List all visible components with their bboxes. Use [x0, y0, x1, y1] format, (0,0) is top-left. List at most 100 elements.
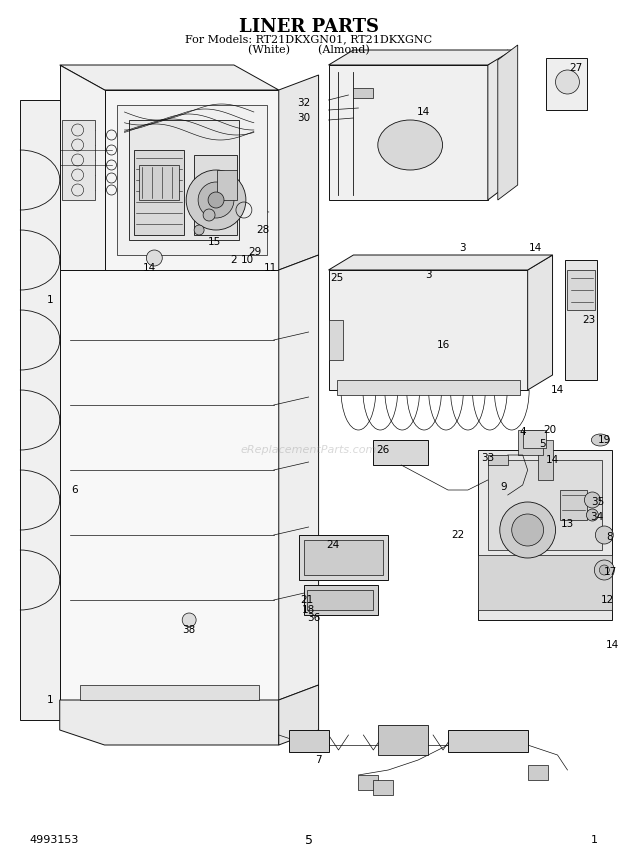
Text: (White)        (Almond): (White) (Almond) — [248, 45, 370, 56]
Circle shape — [500, 502, 556, 558]
Circle shape — [587, 509, 598, 521]
Text: 11: 11 — [264, 263, 277, 273]
Polygon shape — [478, 555, 613, 610]
Text: 10: 10 — [241, 255, 254, 265]
Polygon shape — [538, 440, 552, 480]
Polygon shape — [329, 50, 513, 65]
Circle shape — [208, 192, 224, 208]
Polygon shape — [279, 75, 319, 270]
Text: 34: 34 — [590, 512, 603, 522]
Circle shape — [595, 560, 614, 580]
Polygon shape — [358, 775, 378, 790]
Polygon shape — [60, 65, 279, 90]
Polygon shape — [329, 65, 488, 200]
Polygon shape — [289, 730, 329, 752]
Polygon shape — [299, 535, 388, 580]
Polygon shape — [20, 100, 60, 720]
Polygon shape — [488, 460, 602, 550]
Polygon shape — [488, 50, 508, 200]
Text: 27: 27 — [569, 63, 582, 73]
Circle shape — [600, 565, 609, 575]
Circle shape — [556, 70, 580, 94]
Polygon shape — [373, 780, 393, 795]
Text: 14: 14 — [546, 455, 559, 465]
Text: 13: 13 — [561, 519, 574, 529]
Text: LINER PARTS: LINER PARTS — [239, 18, 379, 36]
Text: 5: 5 — [304, 834, 312, 847]
Text: 25: 25 — [330, 273, 343, 283]
Polygon shape — [105, 90, 279, 270]
Polygon shape — [329, 320, 343, 360]
Text: 6: 6 — [71, 485, 78, 495]
Polygon shape — [304, 585, 378, 615]
Polygon shape — [60, 700, 279, 745]
Text: 38: 38 — [182, 625, 196, 635]
Text: 8: 8 — [606, 532, 613, 542]
Text: For Models: RT21DKXGN01, RT21DKXGNC: For Models: RT21DKXGN01, RT21DKXGNC — [185, 34, 432, 44]
Text: 26: 26 — [377, 445, 390, 455]
Text: 22: 22 — [451, 530, 464, 540]
Polygon shape — [60, 270, 279, 700]
Polygon shape — [60, 65, 105, 270]
Text: 23: 23 — [583, 315, 596, 325]
Polygon shape — [135, 150, 184, 235]
Text: 2: 2 — [231, 255, 237, 265]
Circle shape — [186, 170, 246, 230]
Polygon shape — [79, 685, 259, 700]
Text: 3: 3 — [459, 243, 466, 253]
Text: 32: 32 — [297, 98, 310, 108]
Polygon shape — [559, 490, 587, 520]
Text: 14: 14 — [551, 385, 564, 395]
Polygon shape — [373, 440, 428, 465]
Text: 30: 30 — [297, 113, 310, 123]
Text: 14: 14 — [606, 640, 619, 650]
Ellipse shape — [378, 120, 443, 170]
Polygon shape — [498, 45, 518, 200]
Polygon shape — [448, 730, 528, 752]
Text: 12: 12 — [601, 595, 614, 605]
Circle shape — [182, 613, 196, 627]
Text: 3: 3 — [425, 270, 432, 280]
Polygon shape — [279, 255, 319, 700]
Circle shape — [203, 209, 215, 221]
Text: 28: 28 — [256, 225, 270, 235]
Polygon shape — [329, 255, 552, 270]
Polygon shape — [307, 590, 373, 610]
Text: eReplacementParts.com: eReplacementParts.com — [241, 445, 377, 455]
Circle shape — [146, 250, 162, 266]
Circle shape — [512, 514, 544, 546]
Text: 33: 33 — [481, 453, 495, 463]
Polygon shape — [217, 170, 237, 200]
Text: 14: 14 — [417, 107, 430, 117]
Text: 36: 36 — [307, 613, 320, 623]
Text: 15: 15 — [208, 237, 221, 247]
Text: 24: 24 — [326, 540, 339, 550]
Circle shape — [585, 492, 600, 508]
Text: 19: 19 — [598, 435, 611, 445]
Polygon shape — [478, 450, 613, 620]
Text: 14: 14 — [529, 243, 542, 253]
Circle shape — [194, 225, 204, 235]
Text: 4: 4 — [520, 427, 526, 437]
Polygon shape — [140, 165, 179, 200]
Polygon shape — [279, 685, 319, 745]
Polygon shape — [337, 380, 520, 395]
Text: 1: 1 — [590, 835, 597, 845]
Text: 14: 14 — [143, 263, 156, 273]
Text: 29: 29 — [248, 247, 262, 257]
Polygon shape — [567, 270, 595, 310]
Text: 35: 35 — [591, 497, 604, 507]
Polygon shape — [518, 430, 542, 455]
Polygon shape — [62, 120, 95, 200]
Text: 18: 18 — [302, 605, 315, 615]
Polygon shape — [329, 270, 528, 390]
Text: 1: 1 — [46, 295, 53, 305]
Polygon shape — [528, 255, 552, 390]
Text: 17: 17 — [604, 567, 617, 577]
Polygon shape — [523, 430, 546, 448]
Text: 1: 1 — [46, 695, 53, 705]
Polygon shape — [565, 260, 597, 380]
Text: 5: 5 — [539, 439, 546, 449]
Polygon shape — [194, 155, 237, 235]
Text: 9: 9 — [500, 482, 507, 492]
